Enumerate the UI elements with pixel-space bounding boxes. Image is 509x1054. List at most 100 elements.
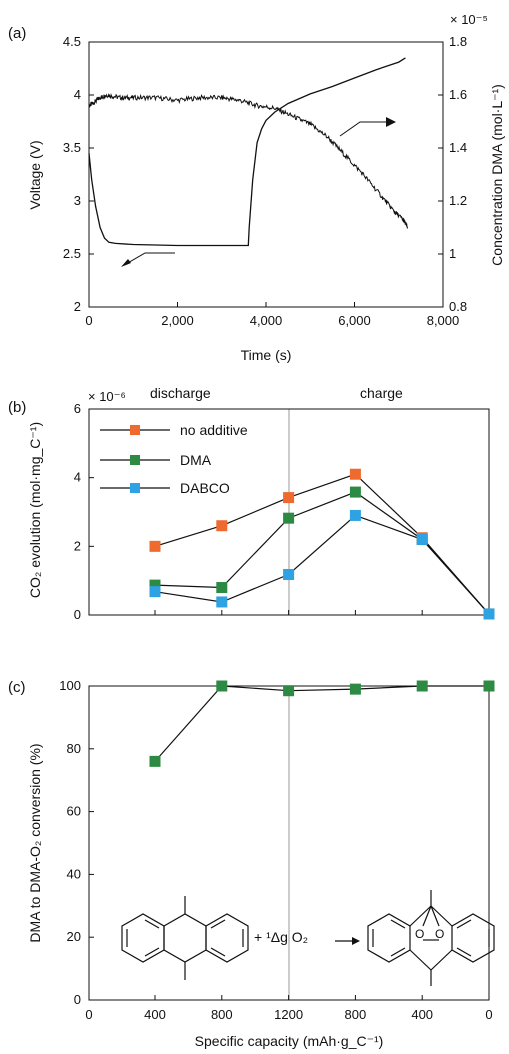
a-rtick-label: 0.8 bbox=[449, 299, 467, 314]
dma-o2-molecule-drawing bbox=[367, 890, 495, 986]
panel-c: (c) 0 20 40 60 80 100 0 400 800 1200 800 400 0 Spec… bbox=[8, 678, 495, 1049]
panel-a-right-exponent: × 10⁻⁵ bbox=[450, 12, 488, 27]
region-charge: charge bbox=[360, 385, 403, 401]
a-ytick-label: 4.5 bbox=[63, 34, 81, 49]
c-point-dma bbox=[416, 680, 428, 692]
c-point-dma bbox=[216, 680, 228, 692]
panel-c-ylabel: DMA to DMA-O₂ conversion (%) bbox=[27, 743, 43, 942]
legend-label-dabco: DABCO bbox=[180, 480, 230, 496]
a-xtick-label: 2,000 bbox=[161, 313, 194, 328]
panel-b-y-ticks: 0 2 4 6 bbox=[74, 401, 94, 622]
b-point-no-additive bbox=[216, 520, 228, 532]
a-rtick-label: 1.8 bbox=[449, 34, 467, 49]
a-rtick-label: 1.4 bbox=[449, 140, 467, 155]
a-ytick-label: 2 bbox=[74, 299, 81, 314]
b-point-dma bbox=[149, 579, 161, 591]
panel-c-series bbox=[149, 680, 495, 767]
a-rtick-label: 1 bbox=[449, 246, 456, 261]
c-ytick-label: 0 bbox=[74, 992, 81, 1007]
c-ytick-label: 40 bbox=[67, 866, 81, 881]
b-ytick-label: 2 bbox=[74, 538, 81, 553]
panel-a-y-ticks: 2 2.5 3 3.5 4 4.5 bbox=[63, 34, 94, 314]
a-rtick-label: 1.2 bbox=[449, 193, 467, 208]
panel-a-ylabel-right: Concentration DMA (mol·L⁻¹) bbox=[489, 84, 505, 266]
c-point-dma bbox=[283, 685, 295, 697]
a-xtick-label: 8,000 bbox=[427, 313, 460, 328]
b-line-no-additive bbox=[154, 473, 490, 615]
panel-b-label: (b) bbox=[8, 399, 26, 416]
c-ytick-label: 80 bbox=[67, 741, 81, 756]
c-point-dma bbox=[149, 755, 161, 767]
b-line-dma bbox=[154, 491, 490, 615]
b-point-dabco bbox=[483, 608, 495, 620]
reaction-arrow bbox=[335, 937, 360, 945]
b-point-dma bbox=[283, 512, 295, 524]
c-xtick-label: 400 bbox=[411, 1007, 433, 1022]
legend-item-dma: DMA bbox=[100, 452, 212, 468]
legend-label-no-additive: no additive bbox=[180, 422, 248, 438]
peroxide-oxygen-left: O bbox=[415, 927, 424, 941]
a-ytick-label: 3.5 bbox=[63, 140, 81, 155]
c-point-dma bbox=[349, 683, 361, 695]
c-xtick-label: 400 bbox=[144, 1007, 166, 1022]
peroxide-oxygen-right: O bbox=[435, 927, 444, 941]
legend-label-dma: DMA bbox=[180, 452, 212, 468]
panel-b-series bbox=[149, 468, 495, 620]
legend-marker-no-additive bbox=[130, 425, 140, 435]
panel-b-x-ticks bbox=[154, 610, 490, 615]
panel-a-xlabel: Time (s) bbox=[241, 347, 292, 363]
a-concentration-line bbox=[88, 92, 409, 229]
panel-c-xlabel: Specific capacity (mAh·g_C⁻¹) bbox=[195, 1033, 384, 1049]
panel-a-label: (a) bbox=[8, 25, 26, 42]
panel-a-right-ticks: 0.8 1 1.2 1.4 1.6 1.8 bbox=[438, 34, 467, 314]
b-ytick-label: 0 bbox=[74, 607, 81, 622]
panel-b-ylabel: CO₂ evolution (mol·mg_C⁻¹) bbox=[27, 422, 43, 598]
c-xtick-label: 800 bbox=[345, 1007, 367, 1022]
b-point-dabco bbox=[416, 533, 428, 545]
a-ytick-label: 4 bbox=[74, 87, 81, 102]
legend-marker-dma bbox=[130, 455, 140, 465]
a-xtick-label: 6,000 bbox=[338, 313, 371, 328]
legend-item-no-additive: no additive bbox=[100, 422, 248, 438]
b-line-dabco bbox=[154, 514, 490, 615]
b-point-dabco bbox=[149, 586, 161, 598]
panel-a-arrow-voltage bbox=[121, 252, 175, 267]
b-point-dabco bbox=[283, 568, 295, 580]
b-point-dma bbox=[349, 486, 361, 498]
panel-c-x-ticks: 0 400 800 1200 800 400 0 bbox=[85, 995, 493, 1022]
c-line-dma bbox=[154, 685, 489, 762]
c-xtick-label: 0 bbox=[85, 1007, 92, 1022]
panel-a-ylabel: Voltage (V) bbox=[27, 140, 43, 209]
a-xtick-label: 0 bbox=[85, 313, 92, 328]
b-ytick-label: 4 bbox=[74, 470, 81, 485]
c-ytick-label: 20 bbox=[67, 929, 81, 944]
panel-c-y-ticks: 0 20 40 60 80 100 bbox=[59, 678, 94, 1007]
c-ytick-label: 60 bbox=[67, 804, 81, 819]
c-xtick-label: 1200 bbox=[274, 1007, 303, 1022]
c-ytick-label: 100 bbox=[59, 678, 81, 693]
a-ytick-label: 3 bbox=[74, 193, 81, 208]
b-point-dabco bbox=[216, 596, 228, 608]
a-rtick-label: 1.6 bbox=[449, 87, 467, 102]
c-xtick-label: 800 bbox=[211, 1007, 233, 1022]
panel-b-exponent: × 10⁻⁶ bbox=[88, 389, 126, 404]
b-point-no-additive bbox=[283, 492, 295, 504]
panel-a-arrow-concentration bbox=[339, 117, 396, 137]
dma-molecule-drawing bbox=[121, 896, 249, 980]
a-xtick-label: 4,000 bbox=[250, 313, 283, 328]
a-ytick-label: 2.5 bbox=[63, 246, 81, 261]
panel-b: (b) × 10⁻⁶ discharge charge 0 2 4 6 CO₂ evo… bbox=[8, 385, 495, 622]
b-point-dma bbox=[216, 582, 228, 594]
panel-b-legend: no additive DMA DABCO bbox=[100, 422, 248, 496]
legend-marker-dabco bbox=[130, 483, 140, 493]
region-discharge: discharge bbox=[150, 385, 211, 401]
panel-a: (a) 0 2,000 4,000 6,000 8,000 2 2.5 3 3.5 4 4.5 0… bbox=[8, 12, 505, 363]
reaction-reagent: + ¹Δg O₂ bbox=[254, 929, 308, 945]
panel-a-x-ticks: 0 2,000 4,000 6,000 8,000 bbox=[85, 302, 459, 328]
panel-a-series bbox=[88, 57, 409, 247]
b-point-no-additive bbox=[349, 468, 361, 480]
b-ytick-label: 6 bbox=[74, 401, 81, 416]
b-point-dabco bbox=[349, 509, 361, 521]
b-point-no-additive bbox=[149, 540, 161, 552]
